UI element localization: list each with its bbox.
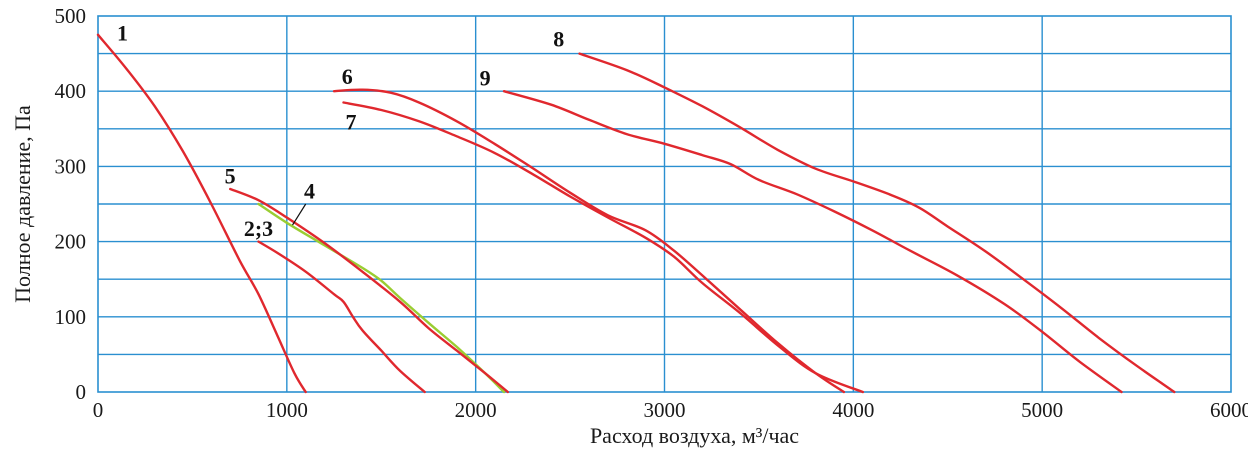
y-axis-title: Полное давление, Па: [10, 105, 35, 303]
x-tick-label: 2000: [455, 398, 497, 422]
curve-label-5: 5: [225, 163, 236, 188]
x-tick-labels: 0 1000 2000 3000 4000 5000 6000: [93, 398, 1248, 422]
x-tick-label: 5000: [1021, 398, 1063, 422]
curve-label-6: 6: [342, 64, 353, 89]
curve-label-9: 9: [480, 66, 491, 91]
x-tick-label: 4000: [832, 398, 874, 422]
curve-2-3: [257, 240, 426, 394]
curve-1: [96, 33, 307, 394]
curve-label-2-3: 2;3: [244, 216, 273, 241]
plot-frame: [97, 15, 1232, 393]
x-tick-label: 6000: [1210, 398, 1248, 422]
curve-label-4: 4: [304, 178, 315, 203]
curve-label-7: 7: [346, 109, 357, 134]
x-tick-label: 1000: [266, 398, 308, 422]
curve-6: [332, 88, 846, 394]
y-tick-label: 100: [55, 305, 87, 329]
curve-8: [578, 52, 1176, 394]
y-tick-label: 200: [55, 230, 87, 254]
curve-5: [229, 187, 509, 394]
curve-label-8: 8: [553, 27, 564, 52]
y-tick-label: 400: [55, 79, 87, 103]
curve-label-1: 1: [117, 21, 128, 46]
curve-labels: 1 2;3 4 5 6 7 8 9: [117, 21, 564, 242]
y-tick-label: 300: [55, 154, 87, 178]
y-tick-labels: 0 100 200 300 400 500: [55, 4, 87, 404]
curve-9: [502, 90, 1123, 394]
y-tick-label: 500: [55, 4, 87, 28]
x-tick-label: 3000: [644, 398, 686, 422]
y-tick-label: 0: [76, 380, 87, 404]
curve-7: [342, 101, 864, 394]
curve-4-leader-line: [291, 203, 307, 226]
x-axis-title: Расход воздуха, м³/час: [590, 423, 799, 448]
curve-4: [257, 202, 506, 394]
x-tick-label: 0: [93, 398, 104, 422]
curves: [96, 33, 1176, 394]
